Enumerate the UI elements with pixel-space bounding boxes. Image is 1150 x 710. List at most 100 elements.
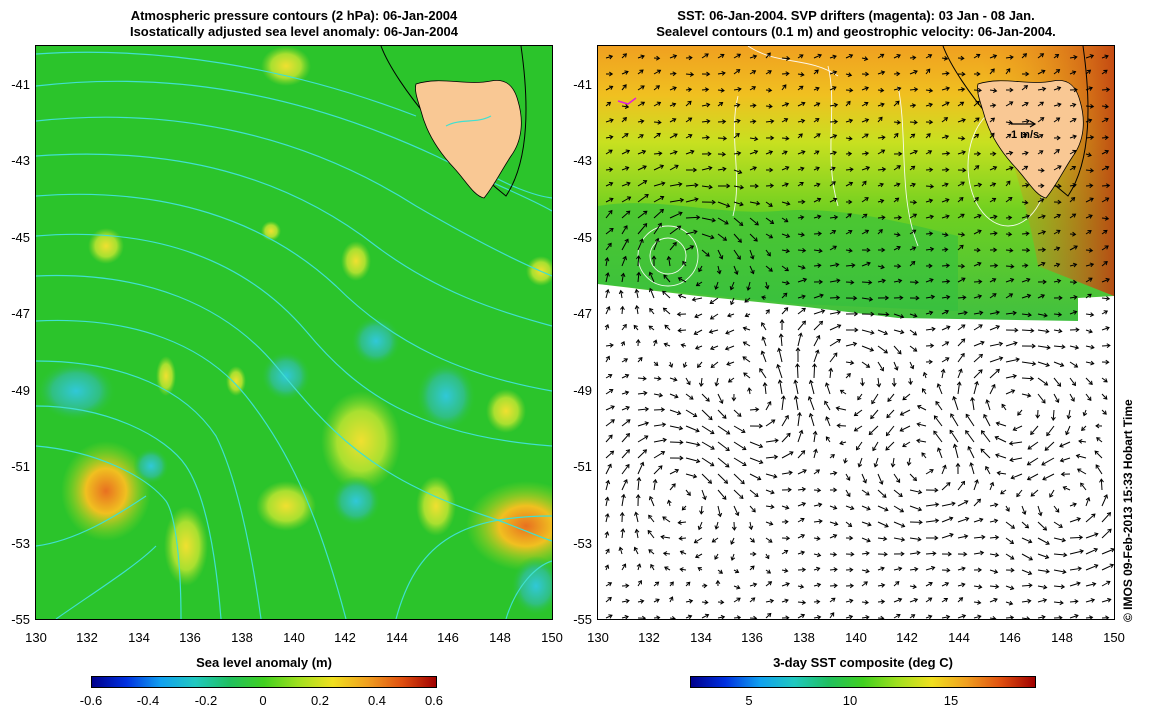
- velocity-arrow: [797, 585, 804, 588]
- velocity-arrow: [662, 290, 671, 299]
- velocity-arrow: [1101, 377, 1108, 383]
- velocity-arrow-head: [760, 350, 766, 355]
- velocity-arrow: [669, 596, 673, 603]
- velocity-arrow: [1096, 437, 1103, 443]
- velocity-arrow-head: [766, 252, 771, 257]
- sea-level-anomaly-svg: [36, 46, 552, 619]
- velocity-arrow-head: [947, 551, 952, 557]
- velocity-arrow-head: [668, 363, 674, 368]
- velocity-arrow-head: [725, 430, 731, 435]
- velocity-arrow: [781, 583, 790, 587]
- velocity-arrow: [829, 584, 838, 587]
- velocity-arrow-head: [785, 135, 790, 141]
- velocity-arrow-head: [768, 234, 774, 239]
- velocity-arrow-head: [1030, 328, 1035, 334]
- velocity-arrow-head: [1023, 85, 1029, 90]
- velocity-arrow: [621, 449, 630, 459]
- velocity-arrow: [989, 166, 997, 171]
- velocity-arrow-head: [734, 511, 740, 517]
- velocity-arrow: [669, 393, 679, 398]
- velocity-arrow: [845, 264, 855, 267]
- velocity-arrow-head: [913, 119, 918, 125]
- velocity-arrow-head: [659, 164, 665, 169]
- velocity-arrow-head: [644, 406, 650, 412]
- velocity-arrow-head: [990, 117, 996, 122]
- velocity-arrow-head: [819, 293, 824, 299]
- velocity-arrow: [877, 71, 885, 75]
- velocity-arrow-head: [1026, 393, 1032, 398]
- velocity-arrow-head: [642, 180, 648, 185]
- velocity-arrow-head: [620, 305, 625, 311]
- velocity-arrow-head: [764, 285, 770, 290]
- velocity-arrow-head: [1027, 570, 1033, 576]
- velocity-arrow-head: [711, 538, 717, 543]
- velocity-arrow-head: [929, 343, 935, 349]
- velocity-arrow: [829, 352, 838, 363]
- velocity-arrow-head: [977, 261, 982, 267]
- velocity-arrow-head: [752, 166, 757, 171]
- velocity-arrow: [941, 233, 948, 236]
- velocity-arrow-head: [1105, 615, 1110, 619]
- left-x-tick: 150: [541, 630, 563, 645]
- velocity-arrow-head: [687, 117, 693, 122]
- velocity-arrow-head: [943, 597, 949, 602]
- velocity-arrow-head: [880, 87, 885, 93]
- velocity-arrow-head: [620, 340, 626, 346]
- velocity-arrow: [1085, 169, 1094, 172]
- velocity-arrow-head: [898, 566, 903, 572]
- velocity-arrow-head: [1039, 198, 1045, 203]
- velocity-arrow: [701, 393, 710, 402]
- velocity-arrow: [637, 580, 642, 587]
- velocity-arrow-head: [801, 101, 806, 107]
- velocity-arrow: [909, 229, 916, 235]
- velocity-arrow-head: [742, 356, 747, 361]
- velocity-arrow: [989, 311, 1000, 315]
- velocity-arrow-head: [671, 102, 677, 107]
- velocity-arrow: [717, 217, 729, 225]
- velocity-arrow: [829, 245, 837, 251]
- velocity-arrow-head: [928, 88, 934, 93]
- velocity-arrow: [765, 489, 775, 494]
- velocity-arrow-head: [945, 86, 951, 91]
- velocity-arrow: [1053, 569, 1066, 573]
- velocity-arrow-head: [1015, 357, 1020, 363]
- velocity-arrow: [1005, 358, 1020, 363]
- velocity-arrow-head: [1062, 569, 1067, 575]
- velocity-arrow-head: [870, 311, 875, 317]
- velocity-arrow-head: [1089, 183, 1094, 189]
- velocity-arrow-head: [820, 309, 826, 314]
- velocity-arrow-head: [1105, 359, 1110, 365]
- velocity-arrow-head: [962, 167, 967, 173]
- velocity-arrow-head: [1026, 293, 1032, 299]
- velocity-arrow-head: [1023, 165, 1029, 170]
- velocity-arrow-head: [624, 104, 630, 109]
- velocity-arrow-head: [1104, 165, 1110, 171]
- velocity-arrow: [712, 537, 719, 543]
- velocity-arrow: [957, 324, 966, 331]
- velocity-arrow: [957, 535, 968, 539]
- velocity-arrow-head: [734, 568, 740, 574]
- velocity-arrow-head: [777, 347, 782, 352]
- velocity-arrow-head: [945, 71, 950, 76]
- velocity-arrow: [648, 549, 655, 555]
- velocity-arrow-head: [944, 582, 950, 587]
- velocity-arrow-head: [815, 150, 820, 155]
- velocity-arrow: [765, 52, 771, 59]
- velocity-arrow-head: [1104, 104, 1109, 109]
- velocity-arrow: [637, 165, 647, 171]
- velocity-arrow: [1069, 503, 1077, 507]
- velocity-arrow-head: [848, 614, 854, 619]
- velocity-arrow-head: [967, 445, 972, 451]
- velocity-arrow: [957, 277, 966, 283]
- velocity-arrow: [733, 597, 741, 603]
- velocity-arrow-head: [894, 197, 900, 202]
- velocity-arrow: [653, 152, 662, 155]
- velocity-arrow-head: [672, 86, 677, 91]
- velocity-arrow: [795, 396, 799, 411]
- velocity-arrow-head: [1008, 441, 1014, 446]
- velocity-arrow-head: [1105, 87, 1111, 93]
- velocity-arrow-head: [1073, 54, 1078, 60]
- velocity-arrow-head: [836, 278, 841, 284]
- velocity-arrow: [893, 133, 899, 139]
- velocity-arrow: [765, 233, 773, 239]
